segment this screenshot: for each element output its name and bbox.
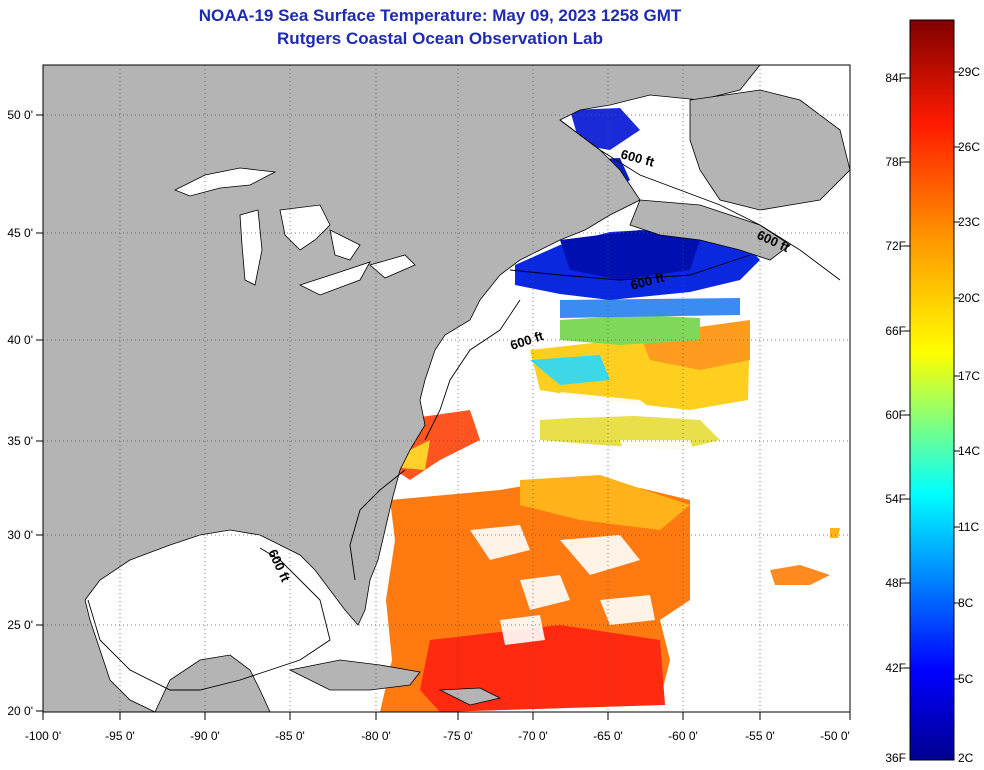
lon-label: -50 0' bbox=[820, 729, 850, 743]
lon-label: -80 0' bbox=[361, 729, 391, 743]
latitude-labels: 20 0' 25 0' 30 0' 35 0' 40 0' 45 0' 50 0… bbox=[7, 108, 33, 718]
lon-label: -60 0' bbox=[668, 729, 698, 743]
graticule bbox=[43, 65, 850, 712]
colorbar-f-label: 84F bbox=[885, 71, 906, 85]
lon-label: -90 0' bbox=[190, 729, 220, 743]
lon-label: -55 0' bbox=[745, 729, 775, 743]
celsius-labels: 29C 26C 23C 20C 17C 14C 11C 8C 5C 2C bbox=[958, 65, 980, 765]
colorbar-f-label: 36F bbox=[885, 751, 906, 765]
lat-label: 35 0' bbox=[7, 434, 33, 448]
colorbar-gradient bbox=[909, 19, 955, 761]
colorbar-c-label: 2C bbox=[958, 751, 974, 765]
colorbar-c-label: 5C bbox=[958, 672, 974, 686]
lat-label: 50 0' bbox=[7, 108, 33, 122]
map-title: NOAA-19 Sea Surface Temperature: May 09,… bbox=[198, 6, 682, 25]
lat-label: 45 0' bbox=[7, 226, 33, 240]
lon-label: -70 0' bbox=[518, 729, 548, 743]
colorbar-f-label: 42F bbox=[885, 661, 906, 675]
lat-label: 25 0' bbox=[7, 618, 33, 632]
colorbar-c-label: 26C bbox=[958, 140, 980, 154]
lat-label: 30 0' bbox=[7, 528, 33, 542]
land-masses bbox=[43, 65, 850, 712]
colorbar-f-label: 66F bbox=[885, 324, 906, 338]
colorbar-c-label: 20C bbox=[958, 291, 980, 305]
colorbar-ticks bbox=[904, 71, 960, 680]
colorbar-f-label: 48F bbox=[885, 576, 906, 590]
colorbar-f-label: 54F bbox=[885, 492, 906, 506]
lon-label: -95 0' bbox=[105, 729, 135, 743]
map-frame bbox=[42, 64, 851, 713]
longitude-labels: -100 0' -95 0' -90 0' -85 0' -80 0' -75 … bbox=[25, 729, 850, 743]
colorbar-f-label: 78F bbox=[885, 155, 906, 169]
fahrenheit-labels: 84F 78F 72F 66F 60F 54F 48F 42F 36F bbox=[885, 71, 906, 765]
colorbar-c-label: 29C bbox=[958, 65, 980, 79]
colorbar-f-label: 60F bbox=[885, 408, 906, 422]
colorbar-f-label: 72F bbox=[885, 239, 906, 253]
colorbar-c-label: 23C bbox=[958, 215, 980, 229]
lat-label: 20 0' bbox=[7, 704, 33, 718]
map-subtitle: Rutgers Coastal Ocean Observation Lab bbox=[277, 29, 603, 48]
axis-ticks bbox=[36, 114, 851, 720]
lon-label: -85 0' bbox=[275, 729, 305, 743]
great-lakes bbox=[174, 167, 416, 296]
lon-label: -75 0' bbox=[443, 729, 473, 743]
depth-contours bbox=[87, 119, 841, 691]
colorbar-c-label: 17C bbox=[958, 369, 980, 383]
colorbar-c-label: 8C bbox=[958, 596, 974, 610]
colorbar: 84F 78F 72F 66F 60F 54F 48F 42F 36F 29C … bbox=[885, 19, 980, 765]
lat-label: 40 0' bbox=[7, 333, 33, 347]
lon-label: -65 0' bbox=[593, 729, 623, 743]
lon-label: -100 0' bbox=[25, 729, 61, 743]
colorbar-c-label: 14C bbox=[958, 444, 980, 458]
cloud-gaps bbox=[470, 392, 700, 645]
colorbar-c-label: 11C bbox=[958, 520, 979, 534]
